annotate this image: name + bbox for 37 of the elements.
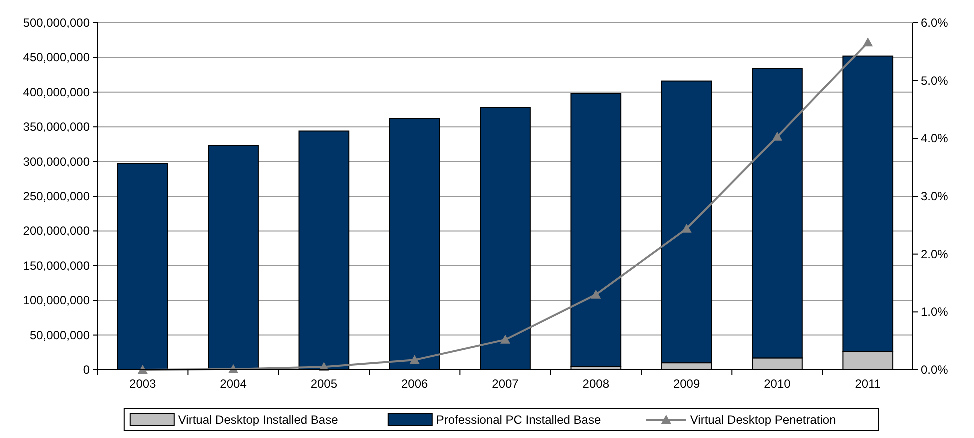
point — [500, 334, 510, 344]
y-tick-label: 150,000,000 — [23, 258, 90, 273]
y-tick-label: 500,000,000 — [23, 16, 90, 30]
x-tick-label: 2008 — [582, 377, 610, 391]
bar — [570, 93, 622, 368]
y-tick-label: 200,000,000 — [23, 224, 90, 238]
x-tick-label: 2006 — [401, 377, 429, 391]
point — [863, 38, 874, 47]
y2-tick-label: 5.0% — [921, 74, 949, 88]
y2-tick-label: 6.0% — [921, 16, 949, 30]
point — [772, 132, 782, 141]
y-tick-label: 0 — [83, 363, 90, 377]
point — [682, 224, 692, 233]
legend-label: Virtual Desktop Installed Base — [178, 413, 339, 427]
x-tick-label: 2005 — [310, 377, 338, 391]
x-tick-label: 2010 — [764, 377, 792, 391]
y-tick-label: 300,000,000 — [23, 154, 90, 169]
point — [591, 290, 602, 299]
y-tick-label: 350,000,000 — [23, 120, 90, 134]
y-tick-label: 250,000,000 — [23, 190, 90, 204]
x-tick-label: 2004 — [220, 377, 248, 391]
x-tick-label: 2011 — [855, 377, 882, 391]
x-tick-label: 2009 — [673, 377, 700, 391]
y-tick-label: 50,000,000 — [30, 328, 90, 342]
legend-label: Professional PC Installed Base — [436, 413, 602, 427]
y2-tick-label: 0.0% — [921, 363, 949, 377]
y-tick-label: 450,000,000 — [23, 50, 90, 65]
legend-label: Virtual Desktop Penetration — [690, 413, 836, 427]
y2-tick-label: 4.0% — [921, 132, 949, 146]
y-tick-label: 400,000,000 — [23, 85, 90, 100]
y2-tick-label: 1.0% — [921, 305, 949, 320]
point — [410, 355, 420, 364]
x-tick-label: 2007 — [492, 377, 520, 391]
y-tick-label: 100,000,000 — [23, 294, 90, 308]
y2-tick-label: 3.0% — [921, 190, 949, 204]
y2-tick-label: 2.0% — [921, 247, 949, 262]
x-tick-label: 2003 — [130, 377, 157, 391]
